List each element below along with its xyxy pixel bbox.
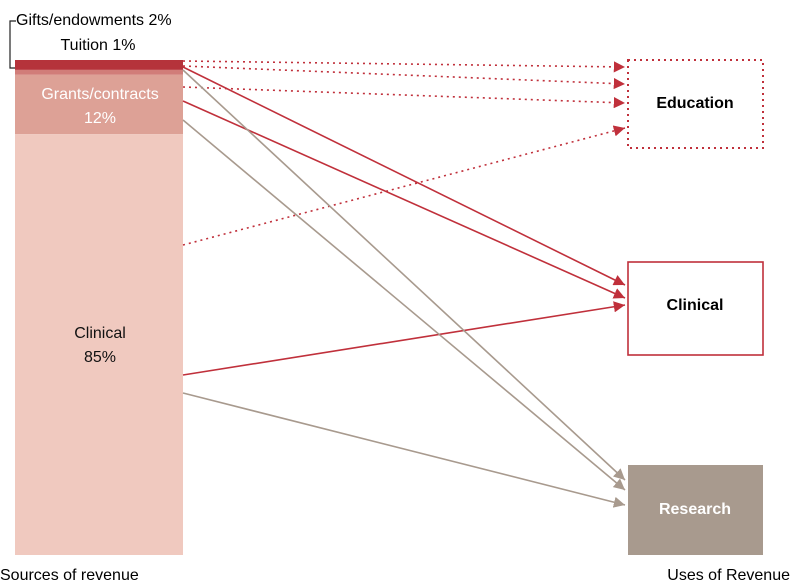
use-box: [627, 59, 764, 149]
source-label: Tuition 1%: [60, 37, 135, 54]
flows: [182, 60, 626, 508]
source-label: Clinical: [74, 325, 126, 342]
flow: [182, 69, 626, 481]
flow: [182, 301, 626, 376]
flow: [182, 86, 626, 109]
use-box: [628, 465, 763, 555]
source-value: 85%: [84, 349, 116, 366]
use-label: Education: [656, 95, 733, 112]
flow: [182, 66, 626, 286]
source-value: 12%: [84, 110, 116, 127]
use-label: Clinical: [667, 297, 724, 314]
source-segment: [15, 74, 183, 135]
use-box: [627, 261, 764, 356]
flow: [182, 392, 626, 508]
flow: [182, 65, 626, 90]
flow: [182, 60, 626, 73]
source-segment: [15, 69, 183, 75]
source-segment: [15, 134, 183, 555]
flow: [182, 125, 626, 246]
use-label: Research: [659, 501, 731, 518]
source-label: Gifts/endowments 2%: [16, 12, 172, 29]
axis-label: Uses of Revenue: [667, 567, 790, 584]
source-bar: [15, 60, 183, 555]
source-segment: [15, 60, 183, 70]
flow: [182, 100, 626, 299]
bracket: [9, 20, 16, 69]
source-label: Grants/contracts: [41, 86, 158, 103]
flow: [182, 119, 626, 491]
axis-label: Sources of revenue: [0, 567, 139, 584]
